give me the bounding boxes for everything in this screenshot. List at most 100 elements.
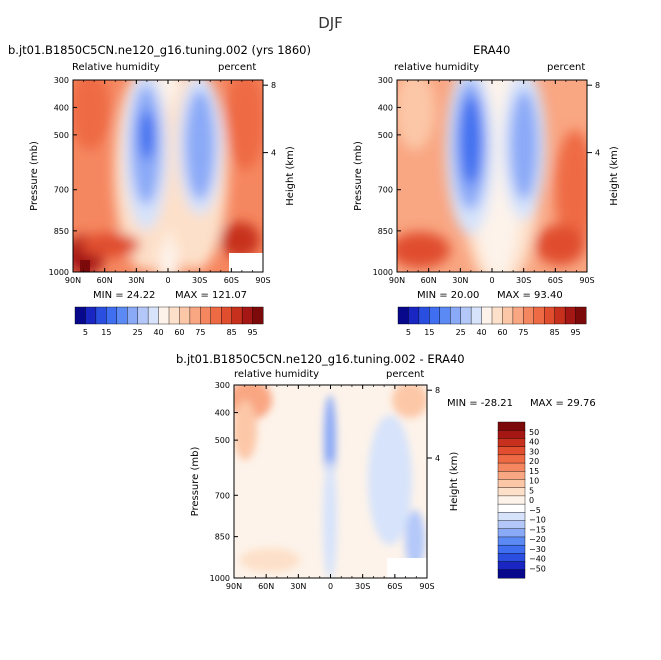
y2-axis-label: Height (km) xyxy=(609,146,620,206)
panel3-field xyxy=(234,385,427,578)
panel2-max: MAX = 93.40 xyxy=(497,290,563,301)
x-tick-label: 30N xyxy=(452,276,468,285)
colorbar-label: −20 xyxy=(529,535,546,544)
colorbar-swatch xyxy=(137,306,149,325)
y-tick-label: 850 xyxy=(378,227,393,236)
colorbar-swatch xyxy=(497,536,526,546)
panel2-colorbar: 5 15 25 40 60 75 85 95 xyxy=(397,306,587,337)
x-tick-label: 0 xyxy=(165,276,170,285)
panel2-right-label: percent xyxy=(547,62,586,73)
x-tick-label: 60N xyxy=(97,276,113,285)
colorbar-swatch xyxy=(158,306,170,325)
x-tick-label: 30N xyxy=(290,582,306,591)
colorbar-swatch xyxy=(523,306,535,325)
colorbar-swatch xyxy=(418,306,430,325)
colorbar-label: 75 xyxy=(195,328,205,337)
colorbar-label: 75 xyxy=(518,328,528,337)
colorbar-swatch xyxy=(497,471,526,480)
colorbar-swatch xyxy=(497,528,526,538)
y2-tick-label: 8 xyxy=(435,386,440,395)
colorbar-label: −30 xyxy=(529,545,546,554)
colorbar-swatch xyxy=(106,306,118,325)
colorbar-label: 95 xyxy=(570,328,580,337)
panel2-field xyxy=(397,80,587,272)
colorbar-swatch xyxy=(497,561,526,571)
y2-tick-label: 4 xyxy=(435,454,440,463)
panel1-left-label: Relative humidity xyxy=(72,62,160,73)
colorbar-swatch xyxy=(497,487,526,497)
colorbar-swatch xyxy=(497,438,526,448)
y-tick-label: 500 xyxy=(215,436,230,445)
colorbar-label: 25 xyxy=(133,328,143,337)
colorbar-swatch xyxy=(497,495,526,505)
colorbar-label: −15 xyxy=(529,525,546,534)
colorbar-swatch xyxy=(439,306,451,325)
colorbar-label: 60 xyxy=(174,328,184,337)
colorbar-swatch xyxy=(564,306,577,325)
colorbar-swatch xyxy=(210,306,222,325)
y-tick-label: 850 xyxy=(215,533,230,542)
colorbar-swatch xyxy=(497,430,526,439)
y-tick-label: 400 xyxy=(378,103,393,112)
colorbar-swatch xyxy=(497,462,526,472)
y-tick-label: 400 xyxy=(215,409,230,418)
colorbar-label: 0 xyxy=(529,496,534,505)
colorbar-swatch xyxy=(85,306,97,325)
y-tick-label: 1000 xyxy=(210,574,230,583)
x-tick-label: 90S xyxy=(579,276,594,285)
y2-axis-label: Height (km) xyxy=(449,452,460,512)
y-tick-label: 1000 xyxy=(373,268,393,277)
colorbar-label: −50 xyxy=(529,564,546,573)
colorbar-label: 85 xyxy=(227,328,237,337)
y-tick-label: 700 xyxy=(54,186,69,195)
x-tick-label: 90S xyxy=(419,582,434,591)
colorbar-swatch xyxy=(544,306,556,325)
colorbar-swatch xyxy=(168,306,180,325)
panel1-title: b.jt01.B1850C5CN.ne120_g16.tuning.002 (y… xyxy=(8,43,311,57)
colorbar-swatch xyxy=(179,306,191,325)
colorbar-swatch xyxy=(497,421,526,431)
colorbar-label: 5 xyxy=(406,328,411,337)
y-tick-label: 400 xyxy=(54,103,69,112)
x-tick-label: 60N xyxy=(421,276,437,285)
colorbar-swatch xyxy=(497,446,526,456)
y-tick-label: 700 xyxy=(215,491,230,500)
x-tick-label: 0 xyxy=(328,582,333,591)
colorbar-swatch xyxy=(231,306,243,325)
colorbar-label: −40 xyxy=(529,555,546,564)
panel2-axes: 90N 60N 30N 0 30S 60S 90S 300 400 500 700 850 1000 8 4… xyxy=(353,76,620,285)
colorbar-swatch xyxy=(497,503,526,513)
x-tick-label: 90N xyxy=(226,582,242,591)
x-tick-label: 60N xyxy=(258,582,274,591)
colorbar-swatch xyxy=(481,306,493,325)
colorbar-swatch xyxy=(127,306,139,325)
panel3-title: b.jt01.B1850C5CN.ne120_g16.tuning.002 - … xyxy=(176,352,465,366)
panel3-left-label: relative humidity xyxy=(234,369,320,380)
colorbar-swatch xyxy=(74,306,86,325)
colorbar-swatch xyxy=(450,306,462,325)
panel1-field xyxy=(73,80,263,272)
colorbar-swatch xyxy=(95,306,107,325)
colorbars: 5 15 25 40 60 75 85 95 5 15 25 40 60 75 85 955040302015… xyxy=(74,306,587,579)
x-tick-label: 30N xyxy=(128,276,144,285)
x-tick-label: 60S xyxy=(548,276,563,285)
colorbar-swatch xyxy=(491,306,503,325)
x-tick-label: 30S xyxy=(192,276,207,285)
x-tick-label: 60S xyxy=(387,582,402,591)
colorbar-swatch xyxy=(429,306,441,325)
y-axis-label: Pressure (mb) xyxy=(190,447,201,517)
x-tick-label: 0 xyxy=(489,276,494,285)
colorbar-swatch xyxy=(554,306,566,325)
y-tick-label: 1000 xyxy=(49,268,69,277)
colorbar-label: −5 xyxy=(529,506,541,515)
y-tick-label: 700 xyxy=(378,186,393,195)
colorbar-label: 5 xyxy=(83,328,88,337)
colorbar-swatch xyxy=(497,479,526,489)
colorbar-label: 15 xyxy=(424,328,434,337)
y-tick-label: 300 xyxy=(215,381,230,390)
y-tick-label: 500 xyxy=(54,131,69,140)
colorbar-swatch xyxy=(533,306,545,325)
colorbar-label: 60 xyxy=(497,328,507,337)
y2-tick-label: 8 xyxy=(271,81,276,90)
